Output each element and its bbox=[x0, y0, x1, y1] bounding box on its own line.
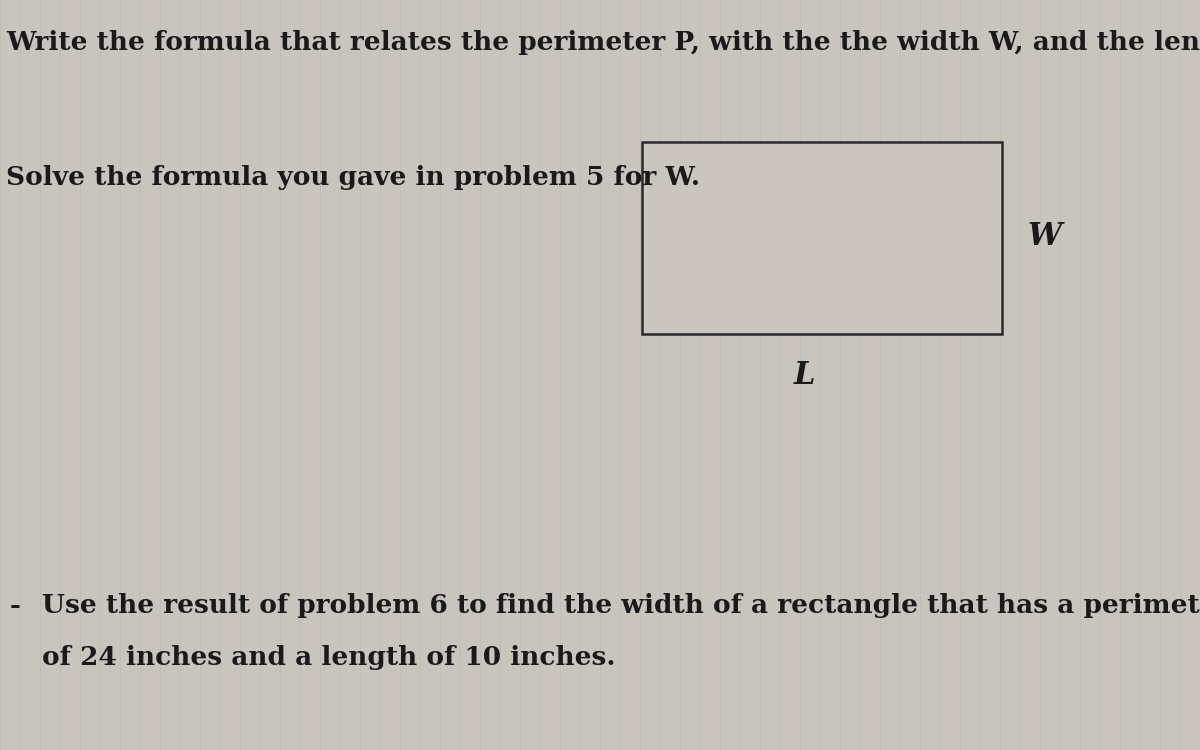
Text: W: W bbox=[1027, 220, 1062, 252]
Text: Use the result of problem 6 to find the width of a rectangle that has a perimete: Use the result of problem 6 to find the … bbox=[42, 592, 1200, 617]
Text: -: - bbox=[10, 592, 20, 617]
Bar bbox=[642, 142, 1002, 334]
Text: L: L bbox=[793, 360, 815, 391]
Text: Solve the formula you gave in problem 5 for W.: Solve the formula you gave in problem 5 … bbox=[6, 165, 700, 190]
Text: of 24 inches and a length of 10 inches.: of 24 inches and a length of 10 inches. bbox=[42, 645, 616, 670]
Text: Write the formula that relates the perimeter P, with the the width W, and the le: Write the formula that relates the perim… bbox=[6, 30, 1200, 55]
